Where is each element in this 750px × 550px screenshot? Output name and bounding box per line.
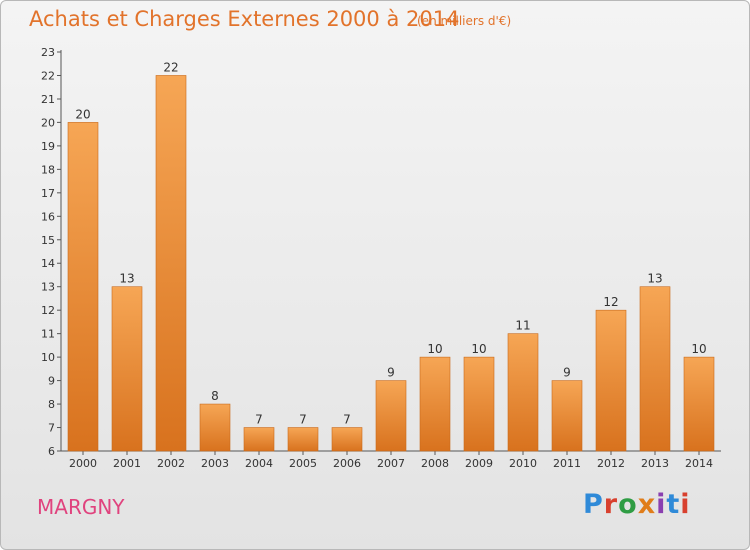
bar — [551, 380, 583, 452]
y-tick-label: 23 — [41, 46, 55, 59]
x-tick-label: 2011 — [553, 457, 581, 470]
bar — [683, 356, 715, 452]
x-tick-label: 2008 — [421, 457, 449, 470]
y-tick-label: 10 — [41, 351, 55, 364]
y-tick-label: 17 — [41, 187, 55, 200]
chart-bars — [67, 75, 715, 452]
data-label: 20 — [75, 107, 90, 121]
bar — [595, 309, 627, 452]
bar — [463, 356, 495, 452]
x-tick-label: 2013 — [641, 457, 669, 470]
x-tick-label: 2000 — [69, 457, 97, 470]
x-tick-label: 2007 — [377, 457, 405, 470]
logo-letter: i — [656, 489, 667, 520]
x-tick-label: 2001 — [113, 457, 141, 470]
y-tick-label: 18 — [41, 163, 55, 176]
bar — [199, 403, 231, 452]
bar — [67, 122, 99, 452]
data-label: 11 — [515, 319, 530, 333]
data-label: 13 — [647, 272, 662, 286]
data-label: 10 — [691, 342, 706, 356]
data-label: 7 — [343, 413, 351, 427]
data-label: 12 — [603, 295, 618, 309]
data-label: 10 — [427, 342, 442, 356]
x-tick-label: 2002 — [157, 457, 185, 470]
bar — [111, 286, 143, 452]
y-tick-label: 7 — [48, 422, 55, 435]
x-tick-label: 2004 — [245, 457, 273, 470]
chart-data-labels: 20 13 22 8 7 7 7 9 10 10 11 9 12 13 10 — [75, 60, 706, 426]
logo-letter: r — [603, 489, 619, 520]
x-tick-label: 2014 — [685, 457, 713, 470]
bar — [287, 427, 319, 452]
data-label: 9 — [387, 366, 395, 380]
bar — [243, 427, 275, 452]
data-label: 22 — [163, 60, 178, 74]
chart-title: Achats et Charges Externes 2000 à 2014 — [29, 7, 460, 31]
x-tick-label: 2010 — [509, 457, 537, 470]
chart-axes: 6 7 8 9 10 11 12 13 14 15 16 17 18 19 20 21 22 23 2000 2001… — [41, 46, 721, 470]
data-label: 7 — [255, 413, 263, 427]
y-tick-label: 8 — [48, 398, 55, 411]
bar — [507, 333, 539, 452]
bar — [419, 356, 451, 452]
data-label: 9 — [563, 366, 571, 380]
data-label: 7 — [299, 413, 307, 427]
logo-letter: x — [637, 489, 657, 520]
logo-letter: P — [583, 489, 604, 520]
x-tick-label: 2012 — [597, 457, 625, 470]
y-tick-label: 21 — [41, 93, 55, 106]
x-tick-label: 2009 — [465, 457, 493, 470]
y-tick-label: 22 — [41, 69, 55, 82]
data-label: 13 — [119, 272, 134, 286]
data-label: 10 — [471, 342, 486, 356]
x-tick-label: 2005 — [289, 457, 317, 470]
x-tick-label: 2003 — [201, 457, 229, 470]
bar — [155, 75, 187, 452]
chart-subtitle: (en milliers d'€) — [417, 14, 512, 28]
y-tick-label: 15 — [41, 234, 55, 247]
y-tick-label: 6 — [48, 445, 55, 458]
y-tick-label: 9 — [48, 375, 55, 388]
y-tick-label: 16 — [41, 210, 55, 223]
bar — [331, 427, 363, 452]
commune-name: MARGNY — [37, 495, 125, 519]
y-tick-label: 19 — [41, 140, 55, 153]
bar — [639, 286, 671, 452]
x-tick-label: 2006 — [333, 457, 361, 470]
bar — [375, 380, 407, 452]
proxiti-logo[interactable]: Proxiti — [583, 489, 691, 520]
y-tick-label: 11 — [41, 328, 55, 341]
y-tick-label: 20 — [41, 116, 55, 129]
logo-letter: t — [666, 489, 681, 520]
data-label: 8 — [211, 389, 219, 403]
logo-letter: i — [680, 489, 691, 520]
y-tick-label: 13 — [41, 281, 55, 294]
y-tick-label: 12 — [41, 304, 55, 317]
y-tick-label: 14 — [41, 257, 55, 270]
logo-letter: o — [618, 489, 638, 520]
